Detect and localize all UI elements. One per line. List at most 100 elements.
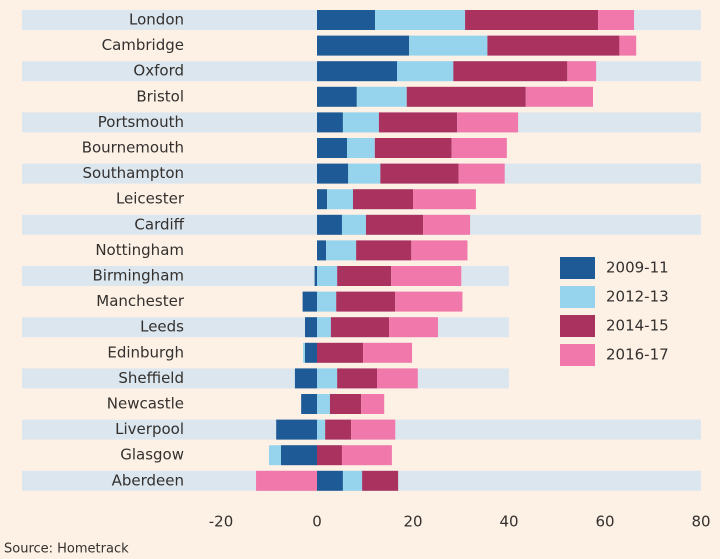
bar bbox=[317, 189, 328, 210]
bar bbox=[348, 163, 381, 184]
bar bbox=[619, 35, 637, 56]
x-tick-label: 20 bbox=[403, 512, 422, 530]
bar bbox=[317, 394, 330, 414]
bar bbox=[303, 342, 305, 363]
y-tick-label: London bbox=[129, 11, 184, 29]
bar bbox=[330, 317, 389, 338]
legend-label: 2014-15 bbox=[606, 317, 669, 335]
bar bbox=[365, 214, 424, 235]
y-tick-label: Manchester bbox=[96, 292, 185, 310]
x-tick-label: -20 bbox=[209, 512, 234, 530]
bar bbox=[406, 86, 526, 107]
x-tick-label: 80 bbox=[691, 512, 710, 530]
bar bbox=[294, 368, 317, 389]
bar bbox=[361, 394, 385, 414]
x-tick-label: 60 bbox=[595, 512, 614, 530]
legend-swatch bbox=[560, 286, 595, 308]
bar bbox=[305, 317, 317, 338]
legend-label: 2012-13 bbox=[606, 288, 669, 306]
bar bbox=[276, 419, 317, 440]
x-tick-label: 40 bbox=[499, 512, 518, 530]
legend-swatch bbox=[560, 315, 595, 337]
y-tick-label: Bournemouth bbox=[82, 139, 184, 157]
bar bbox=[351, 419, 396, 440]
bar bbox=[336, 291, 396, 312]
bar bbox=[337, 266, 392, 286]
bar bbox=[317, 138, 347, 158]
bar bbox=[397, 61, 454, 82]
bar bbox=[341, 445, 392, 466]
bar bbox=[317, 419, 326, 440]
y-tick-label: Bristol bbox=[136, 87, 184, 105]
bar bbox=[337, 368, 377, 389]
bar bbox=[525, 86, 593, 107]
bar bbox=[317, 470, 343, 491]
bar bbox=[326, 240, 357, 261]
bar bbox=[409, 35, 488, 56]
bar bbox=[395, 291, 463, 312]
bar bbox=[377, 368, 418, 389]
bar bbox=[317, 317, 331, 338]
bar bbox=[327, 189, 353, 210]
y-tick-label: Newcastle bbox=[107, 395, 184, 413]
bar bbox=[411, 240, 468, 261]
bar bbox=[305, 342, 317, 363]
bar bbox=[465, 10, 599, 30]
legend-swatch bbox=[560, 344, 595, 366]
bar bbox=[413, 189, 476, 210]
bar bbox=[269, 445, 281, 466]
y-tick-label: Edinburgh bbox=[107, 343, 184, 361]
bar bbox=[389, 317, 438, 338]
bar bbox=[302, 291, 317, 312]
y-tick-label: Liverpool bbox=[115, 420, 184, 438]
y-tick-label: Sheffield bbox=[118, 369, 184, 387]
bar bbox=[374, 138, 452, 158]
row-stripe bbox=[22, 368, 509, 389]
y-tick-label: Cardiff bbox=[134, 215, 184, 233]
bar bbox=[380, 163, 459, 184]
bar bbox=[342, 112, 379, 133]
bar bbox=[451, 138, 507, 158]
bar bbox=[341, 214, 366, 235]
bar bbox=[356, 240, 412, 261]
y-tick-label: Portsmouth bbox=[98, 113, 184, 131]
bar bbox=[317, 163, 349, 184]
bar bbox=[317, 445, 342, 466]
y-tick-label: Leeds bbox=[140, 318, 184, 336]
bar bbox=[342, 470, 363, 491]
bar bbox=[391, 266, 462, 286]
bar bbox=[317, 35, 410, 56]
legend-swatch bbox=[560, 257, 595, 279]
bar bbox=[458, 163, 505, 184]
bar bbox=[317, 61, 398, 82]
bar bbox=[317, 368, 338, 389]
bar bbox=[317, 266, 338, 286]
y-tick-label: Southampton bbox=[83, 164, 184, 182]
y-tick-label: Aberdeen bbox=[112, 471, 184, 489]
bar bbox=[314, 266, 317, 286]
bar bbox=[301, 394, 317, 414]
y-tick-label: Cambridge bbox=[102, 36, 184, 54]
y-tick-label: Glasgow bbox=[120, 446, 184, 464]
bar bbox=[598, 10, 635, 30]
y-tick-label: Birmingham bbox=[93, 267, 184, 285]
legend-label: 2016-17 bbox=[606, 346, 669, 364]
y-tick-label: Oxford bbox=[133, 62, 184, 80]
y-tick-label: Leicester bbox=[116, 190, 185, 208]
source: Source: Hometrack bbox=[4, 542, 129, 557]
bar bbox=[356, 86, 407, 107]
bar bbox=[317, 214, 342, 235]
bar bbox=[457, 112, 519, 133]
bar bbox=[317, 291, 337, 312]
bar bbox=[378, 112, 458, 133]
bar bbox=[329, 394, 362, 414]
bar bbox=[567, 61, 597, 82]
bar bbox=[375, 10, 466, 30]
bar bbox=[325, 419, 352, 440]
bar bbox=[317, 112, 343, 133]
bar bbox=[453, 61, 568, 82]
bar bbox=[362, 470, 399, 491]
bar bbox=[347, 138, 375, 158]
bar bbox=[317, 240, 327, 261]
